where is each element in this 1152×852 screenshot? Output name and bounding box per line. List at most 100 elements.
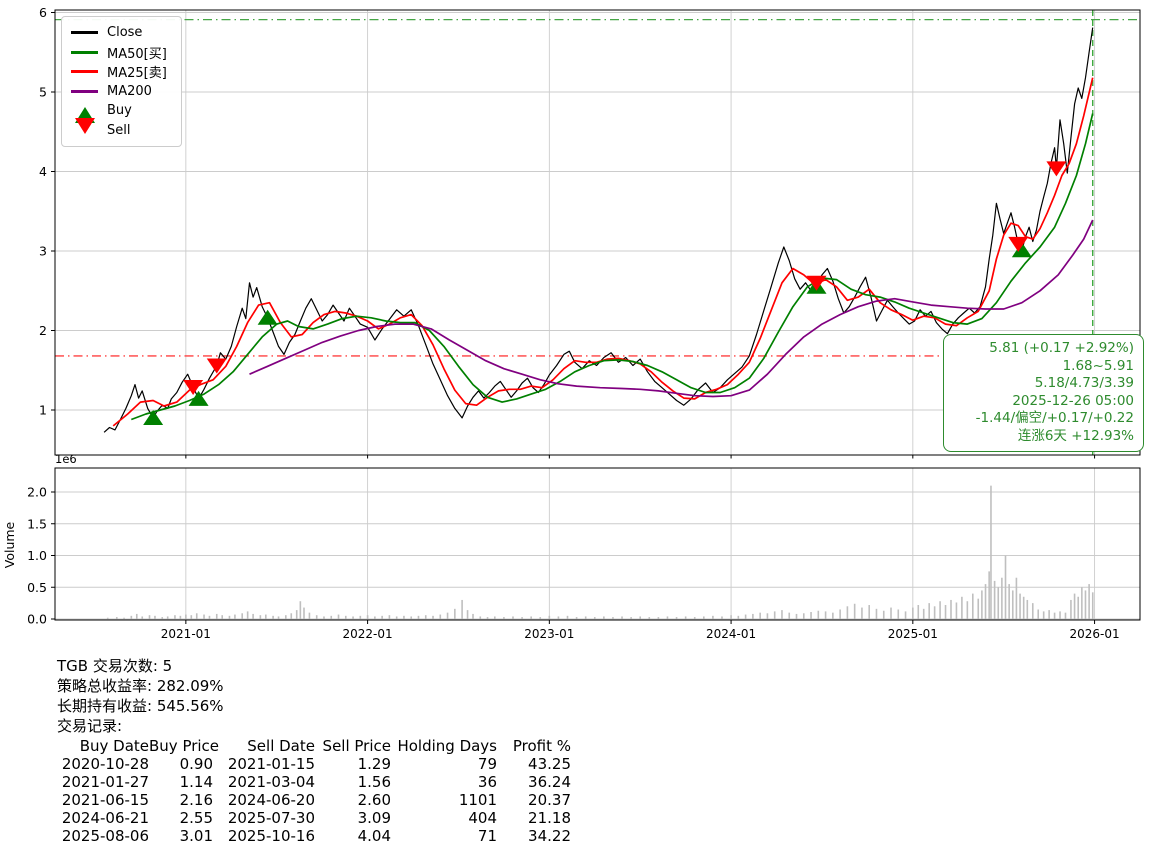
volume-bar <box>648 617 651 619</box>
volume-bar <box>174 615 176 619</box>
strategy-stats: TGB 交易次数: 5 策略总收益率: 282.09% 长期持有收益: 545.56… <box>57 656 571 845</box>
trades-header-cell: Buy Date <box>79 737 149 755</box>
volume-bar <box>130 615 133 619</box>
volume-bar <box>472 613 474 619</box>
volume-bar <box>839 609 841 619</box>
volume-bar <box>917 605 920 619</box>
volume-bar <box>961 596 963 619</box>
volume-bar <box>693 617 696 619</box>
legend-item-close: Close <box>71 23 167 43</box>
volume-bar <box>154 615 156 619</box>
trades-cell: 2024-06-20 <box>227 791 315 809</box>
volume-bar <box>215 613 218 619</box>
volume-bar <box>259 615 262 619</box>
trades-header-cell: Sell Price <box>322 737 391 755</box>
volume-bar <box>366 615 369 619</box>
trades-cell: 2.55 <box>179 809 213 827</box>
volume-bar <box>981 590 983 619</box>
trades-row: 2020-10-28 0.90 2021-01-15 1.29 79 43.25 <box>57 755 571 773</box>
volume-bar <box>817 610 820 619</box>
trades-cell: 2.16 <box>179 791 213 809</box>
volume-bar <box>832 612 834 619</box>
volume-bar <box>675 617 678 619</box>
volume-bar <box>1081 587 1083 619</box>
volume-bar <box>773 611 776 619</box>
trades-cell: 4.04 <box>357 827 391 845</box>
annotation-line: 5.81 (+0.17 +2.92%) <box>989 340 1134 356</box>
volume-bar <box>997 587 1000 619</box>
volume-bar <box>161 617 164 619</box>
volume-bar <box>299 601 302 619</box>
trades-cell: 2.60 <box>357 791 391 809</box>
volume-bar <box>1042 611 1045 619</box>
x-tick-label: 2023-01 <box>524 627 574 641</box>
sell-marker <box>1008 236 1029 252</box>
volume-bar <box>352 616 354 619</box>
volume-bar <box>221 615 224 619</box>
volume-bar <box>395 616 398 619</box>
ma200-line <box>249 219 1094 398</box>
volume-bar <box>241 613 243 619</box>
trades-cell: 36.24 <box>528 773 571 791</box>
volume-bar <box>1048 610 1050 619</box>
volume-bar <box>993 580 996 619</box>
volume-bar <box>203 614 205 619</box>
volume-y-tick-label: 2.0 <box>27 485 47 500</box>
stat-line: TGB 交易次数: 5 <box>57 657 173 675</box>
volume-bar <box>1053 612 1056 619</box>
volume-bar <box>666 616 669 619</box>
legend-line-swatch <box>71 50 98 54</box>
trades-cell: 34.22 <box>528 827 571 845</box>
volume-bar <box>766 613 769 619</box>
volume-y-tick-label: 0.5 <box>27 580 47 595</box>
volume-bar <box>141 616 144 619</box>
main-y-tick-label: 6 <box>39 5 47 20</box>
volume-bar <box>432 615 434 619</box>
volume-bar <box>179 615 182 619</box>
volume-bar <box>802 613 805 619</box>
volume-bar <box>988 571 990 619</box>
sell-marker <box>1046 161 1067 177</box>
volume-bar <box>123 617 125 619</box>
volume-offset-label: 1e6 <box>55 452 77 466</box>
volume-axis-label: Volume <box>2 521 17 568</box>
trades-cell: 1.29 <box>357 755 391 773</box>
trades-row: 2021-06-15 2.16 2024-06-20 2.60 1101 20.37 <box>57 791 571 809</box>
volume-bar <box>1031 603 1034 619</box>
volume-bar <box>1004 555 1007 619</box>
volume-bar <box>1022 596 1025 619</box>
trades-cell: 2021-01-15 <box>227 755 315 773</box>
main-y-tick-label: 4 <box>39 164 47 179</box>
volume-bar <box>853 603 856 619</box>
trades-cell: 2024-06-21 <box>61 809 149 827</box>
volume-bar <box>955 602 958 619</box>
legend-line-swatch <box>71 70 98 74</box>
volume-bar <box>904 611 907 619</box>
trades-cell: 2021-03-04 <box>227 773 315 791</box>
volume-bar <box>190 615 193 619</box>
legend-line-swatch <box>71 31 98 35</box>
legend-label: MA50[买] <box>107 46 167 62</box>
volume-bar <box>684 616 687 619</box>
volume-bar <box>315 615 318 619</box>
volume-bar <box>252 613 254 619</box>
legend-label: MA25[卖] <box>107 66 167 82</box>
trades-row: 2024-06-21 2.55 2025-07-30 3.09 404 21.18 <box>57 809 571 827</box>
trades-cell: 43.25 <box>528 755 571 773</box>
legend-item-ma25: MA25[卖] <box>71 62 167 82</box>
legend: Close MA50[买] MA25[卖] MA200 Buy Sell <box>61 16 182 147</box>
trades-row: 2025-08-06 3.01 2025-10-16 4.04 71 34.22 <box>57 827 571 845</box>
trades-cell: 3.09 <box>357 809 391 827</box>
trades-header-cell: Sell Date <box>247 737 315 755</box>
volume-bar <box>612 617 614 619</box>
volume-bar <box>1015 577 1018 619</box>
volume-bar <box>990 485 992 619</box>
volume-bar <box>984 584 987 619</box>
trades-cell: 2025-08-06 <box>61 827 149 845</box>
volume-bar <box>928 603 930 619</box>
buy-marker <box>257 309 278 325</box>
volume-bar <box>781 610 783 619</box>
volume-bar <box>630 617 632 619</box>
legend-label: MA200 <box>107 83 152 99</box>
